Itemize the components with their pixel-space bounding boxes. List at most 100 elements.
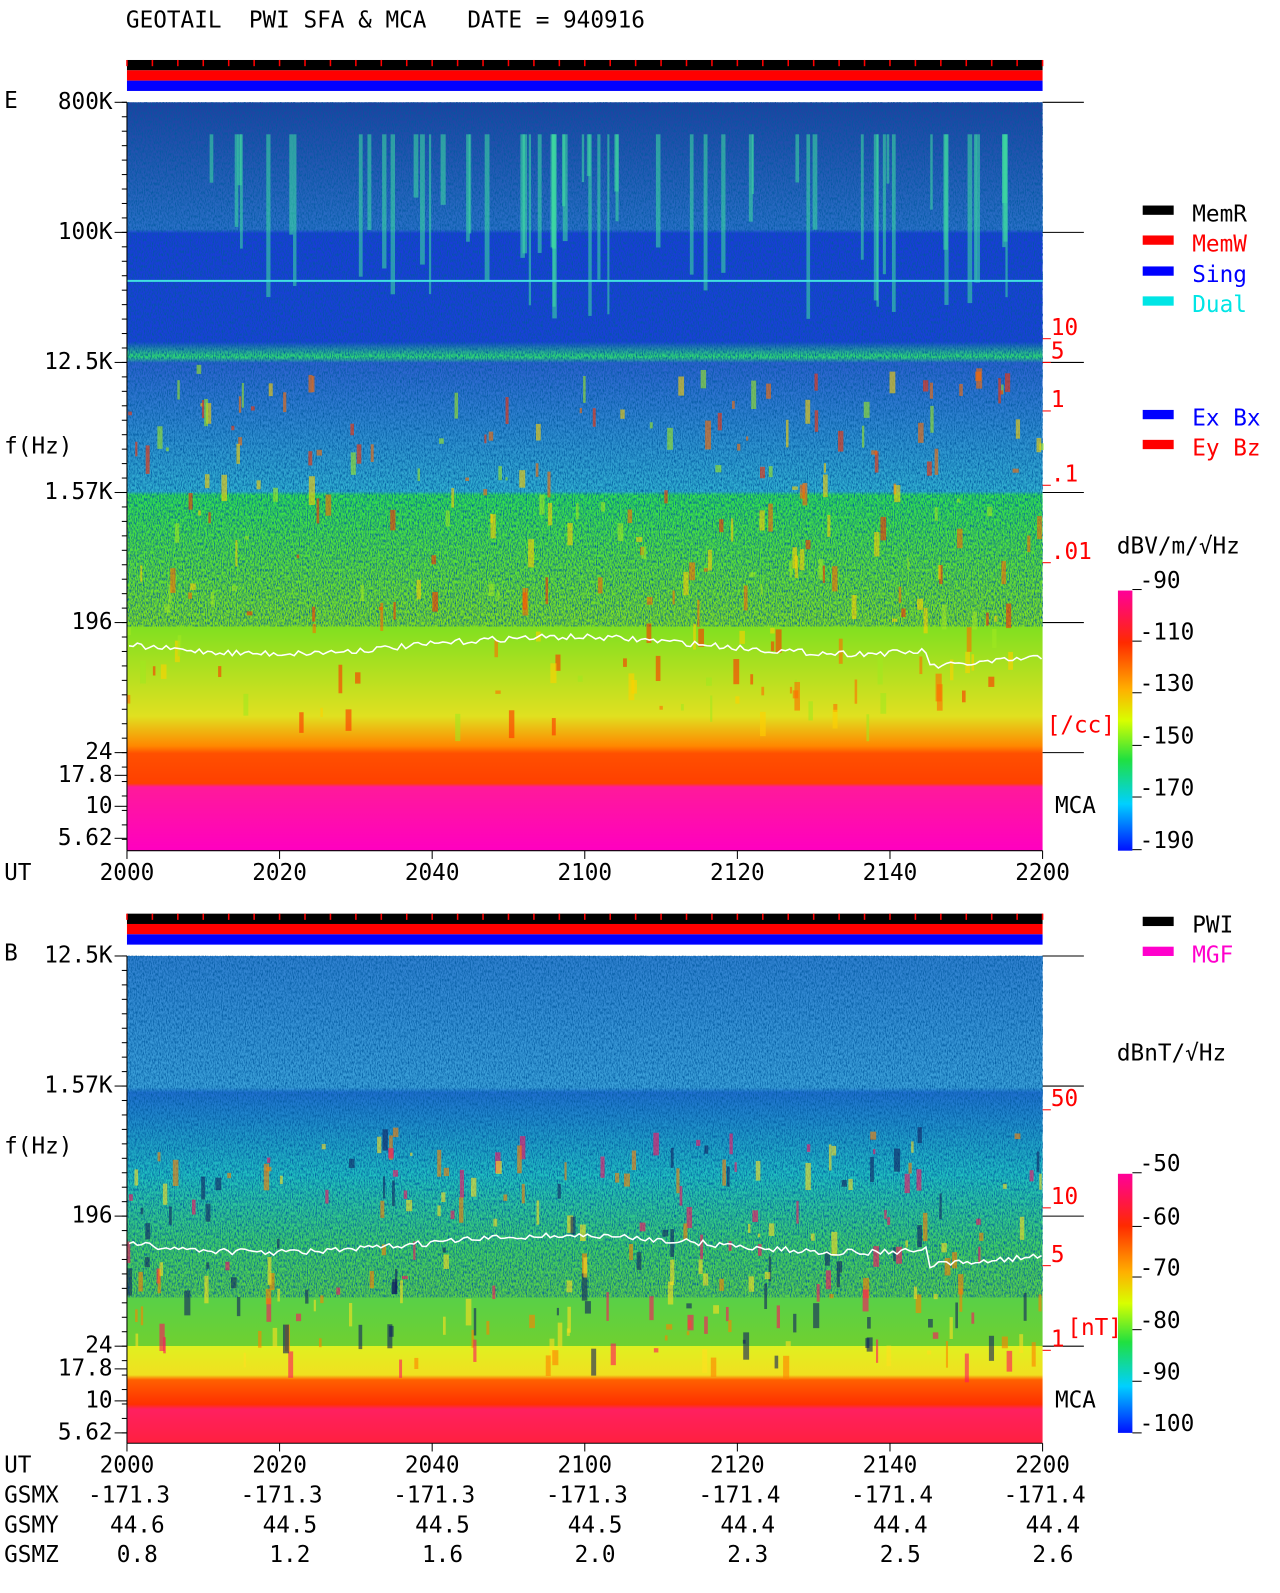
spectrogram-streak (757, 1244, 762, 1256)
spectrogram-streak (325, 494, 332, 516)
spectrogram-streak (792, 690, 799, 699)
spectrogram-streak (891, 618, 898, 622)
spectrogram-streak (519, 470, 526, 488)
spectrogram-streak (258, 1330, 262, 1348)
spectrogram-streak (406, 1199, 413, 1212)
spectrogram-streak (862, 1289, 869, 1312)
emission-streak (703, 134, 708, 291)
spectrogram-streak (204, 474, 210, 489)
spectrogram-streak (442, 1247, 446, 1253)
spectrogram-streak (832, 709, 838, 729)
spectrogram-streak (145, 445, 150, 474)
emission-streak (588, 134, 592, 316)
spectrogram-streak (802, 482, 808, 506)
spectrogram-streak (191, 1199, 196, 1215)
spectrogram-streak (751, 380, 757, 409)
spectrogram-streak (935, 673, 942, 702)
spectrogram-streak (785, 419, 789, 448)
spectrogram-streak (442, 1316, 446, 1335)
spectrogram-streak (1027, 535, 1031, 553)
spectrogram-streak (174, 523, 180, 543)
spectrogram-streak (686, 1207, 693, 1229)
spectrogram-streak (686, 1303, 692, 1309)
status-bar (126, 934, 1043, 945)
spectrogram-streak (719, 1278, 724, 1291)
spectrogram-streak (907, 557, 910, 570)
spectrogram-streak (934, 448, 939, 475)
spectrogram-streak (789, 686, 793, 694)
legend-label: Ex Bx (1192, 406, 1260, 432)
spectrogram-streak (702, 1348, 708, 1373)
orbit-value: 1.2 (269, 1542, 310, 1568)
legend-swatch (1142, 916, 1174, 927)
spectrogram-streak (917, 1225, 923, 1248)
spectrogram-streak (837, 430, 844, 452)
spectrogram-streak (646, 596, 653, 605)
spectrogram-streak (370, 444, 374, 462)
spectrogram-streak (748, 1276, 755, 1292)
x-tick-label: 2020 (252, 860, 307, 886)
spectrogram-streak (483, 489, 488, 496)
spectrogram-streak (320, 707, 323, 717)
x-tick-label: 2120 (710, 860, 765, 886)
spectrogram-streak (917, 1127, 922, 1144)
x-tick-label: 2020 (252, 1452, 307, 1478)
spectrogram-streak (579, 408, 583, 414)
spectrogram-streak (810, 1233, 815, 1241)
y-tick-label: 196 (72, 1203, 113, 1229)
spectrogram-streak (988, 676, 995, 687)
emission-streak (607, 134, 610, 315)
spectrogram-streak (959, 383, 963, 396)
y-tick-label: 1.57K (44, 479, 113, 505)
spectrogram-streak (994, 615, 998, 622)
colorbar-label: -70 (1140, 1255, 1181, 1281)
spectrogram-streak (775, 629, 782, 653)
legend-label: MGF (1192, 942, 1233, 968)
spectrogram-streak (1019, 1334, 1024, 1354)
colorbar-unit: dBnT/√Hz (1117, 1041, 1226, 1067)
spectrogram-streak (273, 487, 279, 502)
spectrogram-streak (818, 559, 824, 579)
x-tick-label: 2040 (405, 860, 460, 886)
spectrogram-streak (728, 1241, 732, 1251)
spectrogram-streak (670, 1259, 675, 1286)
colorbar-label: -80 (1140, 1308, 1181, 1334)
spectrogram-streak (135, 441, 138, 457)
spectrogram-streak (704, 1145, 709, 1154)
spectrogram-streak (272, 1327, 278, 1348)
spectrogram-streak (443, 1254, 449, 1269)
spectrogram-streak (417, 468, 420, 482)
spectrogram-streak (140, 565, 143, 582)
spectrogram-streak (641, 546, 647, 559)
spectrogram-streak (760, 711, 766, 737)
spectrogram-streak (140, 660, 146, 684)
spectrogram-streak (941, 1243, 947, 1253)
spectrogram-streak (945, 1341, 949, 1368)
spectrogram-streak (636, 536, 643, 542)
orbit-value: 44.5 (568, 1512, 623, 1538)
spectrogram-streak (975, 371, 982, 382)
spectrogram-streak (348, 1158, 355, 1169)
spectrogram-streak (833, 703, 838, 712)
spectrogram-streak (493, 1218, 498, 1227)
spectrogram-streak (443, 1167, 450, 1177)
orbit-value: 2.5 (880, 1542, 921, 1568)
y-tick-label: 5.62 (58, 1419, 113, 1445)
spectrogram-streak (358, 1324, 363, 1350)
y-tick-label: 10 (85, 793, 112, 819)
emission-streak (440, 134, 446, 205)
spectrogram-streak (505, 397, 509, 424)
spectrogram-streak (308, 476, 315, 505)
colorbar-label: -130 (1140, 671, 1195, 697)
spectrogram-streak (923, 607, 928, 634)
orbit-value: 44.6 (110, 1512, 165, 1538)
emission-streak (428, 134, 432, 295)
spectrogram-streak (600, 502, 606, 512)
emission-streak (484, 134, 490, 282)
spectrogram-streak (201, 400, 205, 419)
spectrogram-streak (653, 1348, 659, 1353)
emission-streak (367, 134, 372, 230)
spectrogram-streak (746, 436, 749, 441)
spectrogram-streak (235, 539, 238, 567)
